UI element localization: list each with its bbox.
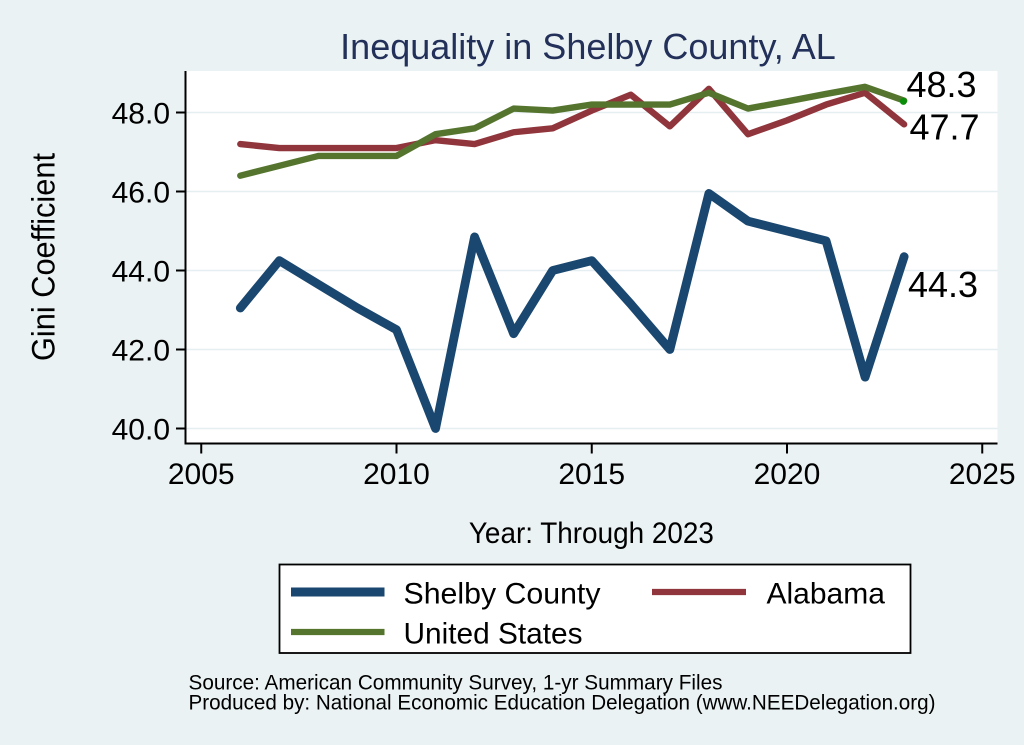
- svg-text:40.0: 40.0: [112, 413, 170, 446]
- svg-text:2025: 2025: [949, 458, 1016, 491]
- svg-text:Produced by: National Economic: Produced by: National Economic Education…: [189, 690, 936, 714]
- svg-text:Inequality in Shelby County, A: Inequality in Shelby County, AL: [340, 26, 836, 67]
- svg-text:48.3: 48.3: [907, 64, 977, 105]
- svg-text:48.0: 48.0: [112, 97, 170, 130]
- svg-text:Year: Through 2023: Year: Through 2023: [469, 517, 714, 550]
- svg-text:United States: United States: [404, 617, 583, 650]
- svg-text:2005: 2005: [168, 458, 235, 491]
- svg-text:44.0: 44.0: [112, 255, 170, 288]
- svg-text:46.0: 46.0: [112, 176, 170, 209]
- svg-text:42.0: 42.0: [112, 334, 170, 367]
- svg-text:Source: American Community Sur: Source: American Community Survey, 1-yr …: [189, 670, 723, 694]
- svg-text:44.3: 44.3: [908, 264, 978, 305]
- svg-text:2015: 2015: [558, 458, 625, 491]
- svg-text:Alabama: Alabama: [767, 577, 886, 610]
- svg-text:2020: 2020: [754, 458, 821, 491]
- svg-text:2010: 2010: [363, 458, 430, 491]
- svg-text:Gini Coefficient: Gini Coefficient: [26, 153, 62, 361]
- svg-text:Shelby County: Shelby County: [404, 577, 601, 610]
- svg-text:47.7: 47.7: [910, 106, 980, 147]
